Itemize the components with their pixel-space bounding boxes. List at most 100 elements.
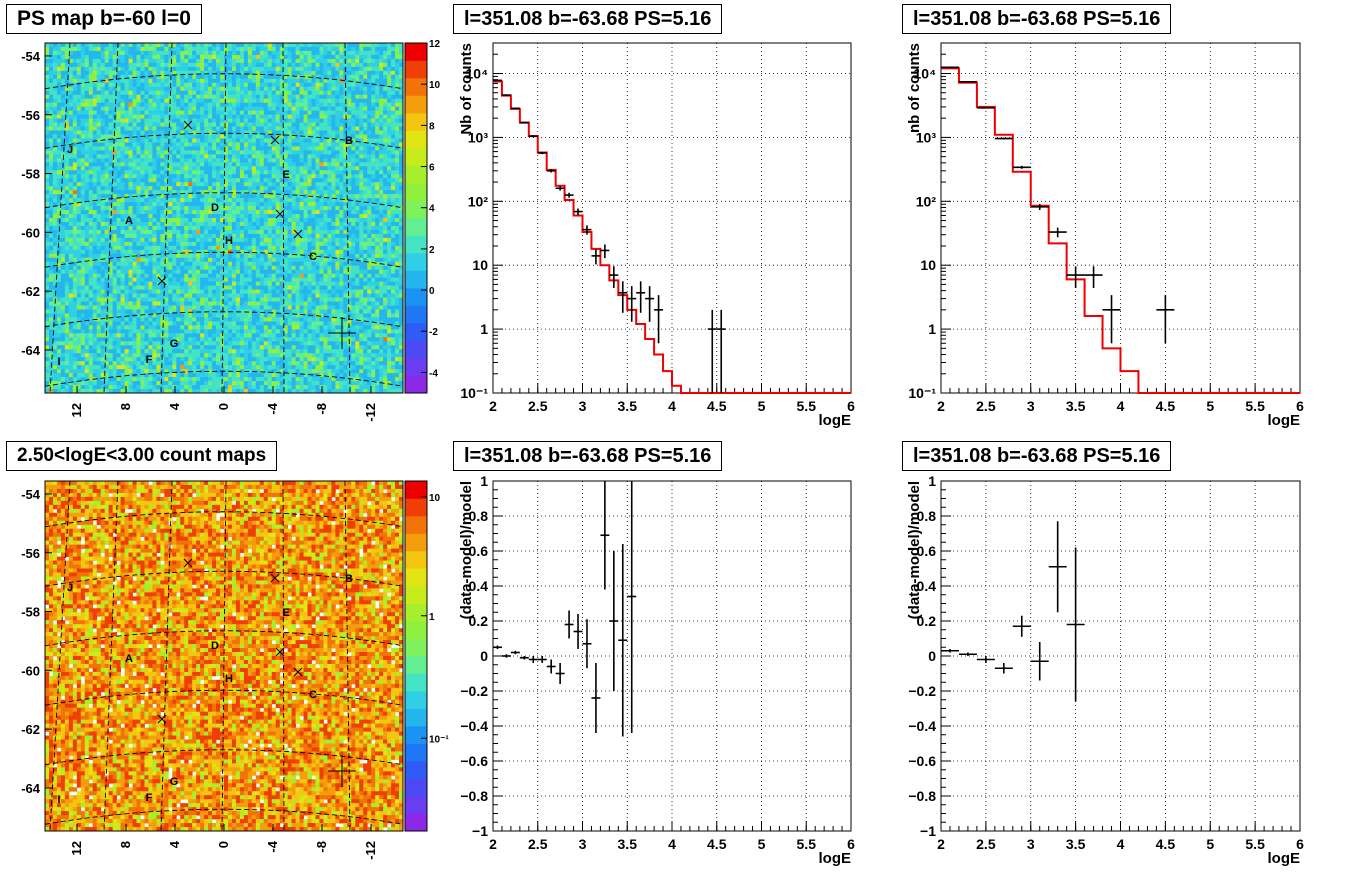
map-pixel [227,221,233,227]
map-pixel [144,134,149,139]
map-pixel [259,126,265,131]
map-pixel [331,118,336,123]
map-pixel [271,110,277,115]
map-pixel [371,221,376,227]
map-pixel [267,198,273,203]
map-pixel [395,110,400,115]
map-pixel [339,198,344,203]
map-pixel [283,78,289,84]
map-pixel [287,106,293,112]
map-pixel [319,70,324,76]
map-pixel [391,130,396,135]
map-pixel [68,158,74,163]
map-pixel [327,198,332,203]
map-pixel [375,225,380,231]
map-pixel [216,94,221,100]
map-pixel [375,150,380,155]
map-pixel [247,82,253,88]
map-pixel [168,114,173,119]
map-pixel [291,70,296,76]
spectrum-1-xlabel: logE [819,412,852,429]
map-pixel [144,182,149,187]
map-pixel [48,50,54,56]
map-pixel [116,54,121,60]
map-pixel [200,166,205,171]
map-pixel [331,150,336,155]
map-pixel [331,138,336,143]
map-pixel [247,114,253,119]
map-pixel [343,210,348,215]
map-pixel [140,54,145,60]
map-pixel [351,130,356,135]
map-pixel [64,186,70,191]
map-pixel [283,134,289,139]
map-pixel [200,94,205,100]
map-pixel [56,221,62,227]
map-pixel [227,62,233,68]
map-pixel [196,198,201,203]
map-pixel [391,106,396,112]
map-pixel [172,221,177,227]
map-pixel [184,210,189,215]
map-pixel [263,158,269,163]
map-pixel [395,138,400,143]
map-pixel [208,202,213,207]
map-pixel [124,221,129,227]
map-pixel [271,206,277,211]
map-pixel [204,70,209,76]
map-pixel [339,146,344,151]
map-pixel [311,170,316,175]
map-pixel [56,162,62,167]
map-pixel [255,158,261,163]
map-pixel [220,210,225,215]
map-pixel [45,46,50,52]
map-pixel [152,202,157,207]
map-pixel [180,110,185,115]
map-pixel [164,58,169,64]
map-pixel [180,122,185,127]
map-pixel [112,206,117,211]
residual-2-ytick-label: 0.6 [917,543,937,559]
map-pixel [359,102,364,108]
map-pixel [72,78,78,84]
map-pixel [319,90,324,96]
map-pixel [216,229,221,235]
map-pixel [72,98,78,104]
map-pixel [56,130,62,135]
map-pixel [140,118,145,123]
map-pixel [235,158,241,163]
map-pixel [295,46,300,52]
map-pixel [259,182,265,187]
map-pixel [335,106,340,112]
map-pixel [271,150,277,155]
map-pixel [263,110,269,115]
map-pixel [224,90,229,96]
map-pixel [355,86,360,92]
map-pixel [279,106,285,112]
map-pixel [251,154,257,159]
map-pixel [204,218,209,223]
map-pixel [168,66,173,72]
map-pixel [184,98,189,104]
map-pixel [84,110,90,115]
map-pixel [188,70,193,76]
map-pixel [319,94,324,100]
map-pixel [227,194,233,199]
map-pixel [80,74,86,80]
map-pixel [196,158,201,163]
map-pixel [387,94,392,100]
map-pixel [204,158,209,163]
map-pixel [235,194,241,199]
map-pixel [144,62,149,68]
map-pixel [92,158,98,163]
map-pixel [255,54,261,60]
map-pixel [299,114,304,119]
map-pixel [315,90,320,96]
map-pixel [52,54,58,60]
map-pixel [227,106,233,112]
map-pixel [108,94,114,100]
map-pixel [319,218,324,223]
map-pixel [196,170,201,175]
map-pixel [315,221,320,227]
map-pixel [367,186,372,191]
